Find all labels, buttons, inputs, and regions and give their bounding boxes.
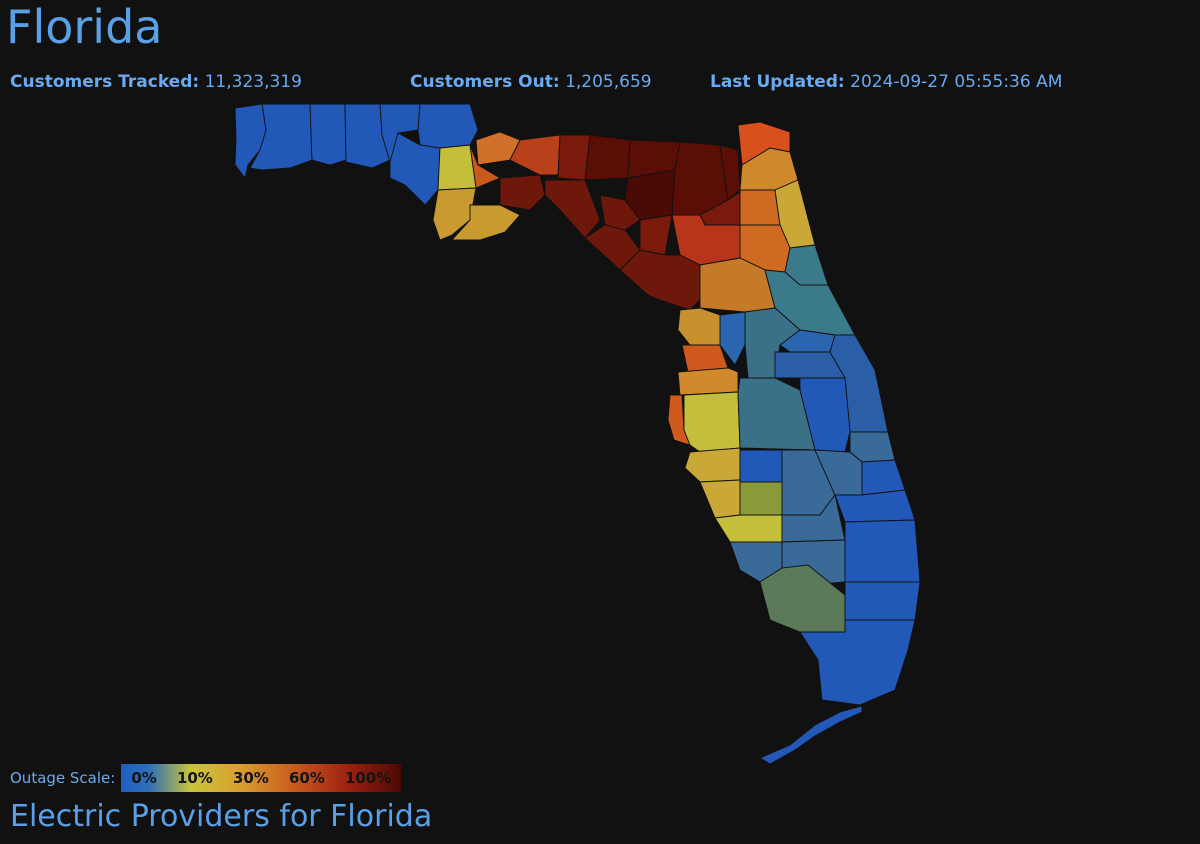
last-updated-label: Last Updated: — [710, 72, 845, 92]
county-martin[interactable] — [834, 489, 916, 523]
legend-label: Outage Scale: — [10, 769, 116, 787]
county-hardee[interactable] — [739, 449, 783, 483]
customers-out-stat: Customers Out: 1,205,659 — [410, 72, 652, 92]
page-title: Florida — [6, 0, 163, 54]
county-sarasota[interactable] — [699, 479, 741, 519]
legend-tick-60: 60% — [288, 769, 325, 787]
county-calhoun[interactable] — [437, 144, 477, 191]
county-clay[interactable] — [739, 189, 781, 226]
county-st-lucie[interactable] — [861, 459, 906, 496]
legend-tick-100: 100% — [344, 769, 392, 787]
customers-tracked-stat: Customers Tracked: 11,323,319 — [10, 72, 302, 92]
county-monroe-keys[interactable] — [759, 705, 863, 765]
county-citrus[interactable] — [677, 307, 721, 346]
county-gilchrist[interactable] — [639, 214, 673, 256]
county-glades[interactable] — [781, 493, 846, 543]
stats-bar: Customers Tracked: 11,323,319 Customers … — [10, 72, 1190, 96]
county-manatee[interactable] — [684, 447, 741, 483]
county-franklin[interactable] — [450, 204, 521, 241]
county-wakulla[interactable] — [499, 174, 546, 211]
county-broward[interactable] — [844, 581, 921, 621]
last-updated-stat: Last Updated: 2024-09-27 05:55:36 AM — [710, 72, 1062, 92]
legend-gradient-bar: 0% 10% 30% 60% 100% — [121, 764, 402, 792]
county-okaloosa[interactable] — [309, 103, 347, 166]
county-desoto[interactable] — [739, 481, 783, 516]
county-hillsborough[interactable] — [683, 391, 741, 453]
customers-tracked-label: Customers Tracked: — [10, 72, 200, 92]
county-miami-dade[interactable] — [799, 619, 916, 706]
county-palm-beach[interactable] — [844, 519, 921, 583]
legend-tick-10: 10% — [176, 769, 213, 787]
county-jefferson[interactable] — [557, 134, 591, 181]
customers-out-label: Customers Out: — [410, 72, 560, 92]
county-dixie[interactable] — [584, 224, 641, 271]
county-pasco[interactable] — [677, 367, 739, 396]
customers-tracked-value: 11,323,319 — [204, 72, 302, 92]
customers-out-value: 1,205,659 — [565, 72, 652, 92]
county-charlotte[interactable] — [714, 514, 783, 543]
legend-tick-0: 0% — [131, 769, 157, 787]
legend-tick-30: 30% — [232, 769, 269, 787]
county-leon[interactable] — [509, 134, 561, 176]
county-jackson[interactable] — [417, 103, 479, 149]
outage-scale-legend: Outage Scale: 0% 10% 30% 60% 100% — [10, 764, 402, 792]
county-taylor[interactable] — [544, 179, 601, 239]
electric-providers-link[interactable]: Electric Providers for Florida — [10, 799, 433, 834]
county-lafayette[interactable] — [599, 194, 641, 231]
county-hernando[interactable] — [681, 344, 729, 373]
county-madison[interactable] — [584, 134, 631, 181]
last-updated-value: 2024-09-27 05:55:36 AM — [850, 72, 1063, 92]
county-levy[interactable] — [619, 249, 701, 311]
